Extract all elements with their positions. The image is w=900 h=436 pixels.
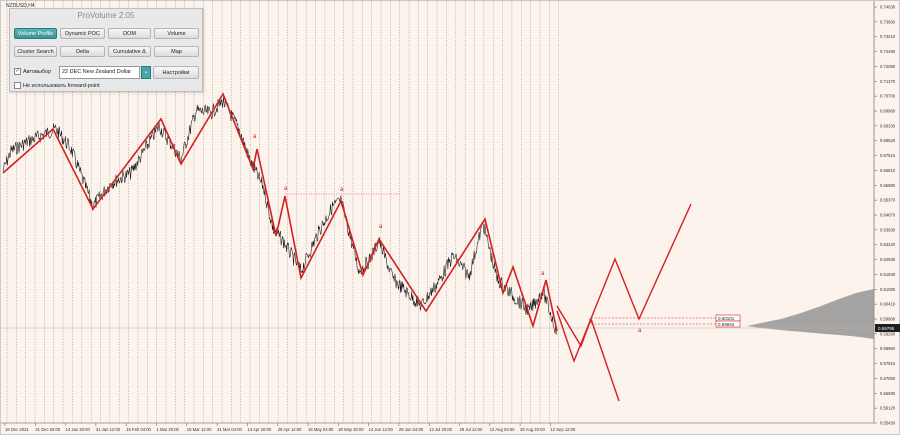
time-tick-label: 14 Jun 12:00 [369,427,394,432]
wave-label: a [379,224,383,230]
cluster-search-button[interactable]: Cluster Search [14,46,57,57]
price-tick-label: 0.58960 [880,346,896,351]
level-box [715,320,741,328]
projection-down [556,305,620,402]
price-tick-label: 0.64670 [880,213,896,218]
price-tick-label: 0.73210 [880,34,896,39]
level-box-label: 0.59934 [718,322,735,327]
time-tick-label: 12 Aug 04:00 [490,427,515,432]
level-box-label: 0.60101 [718,316,735,321]
price-tick-label: 0.59290 [880,331,896,336]
checkbox-icon [14,82,21,89]
volume-button[interactable]: Volume [154,28,199,39]
price-tick-label: 0.56690 [880,391,896,396]
price-tick-label: 0.59900 [880,317,896,322]
projection-up [556,203,692,364]
time-tick-label: 31 Dec 04:00 [35,427,61,432]
current-price-label: 0.59795 [878,326,895,331]
price-tick-label: 0.61830 [880,272,896,277]
settings-button[interactable]: Настройки [153,66,199,79]
time-tick-label: 29 Jun 04:00 [399,427,424,432]
price-tick-label: 0.62930 [880,257,896,262]
chevron-down-icon[interactable]: ⌄ [141,66,151,79]
wave-label: b [589,319,593,325]
wave-label: a [253,134,257,140]
wave-label: a [284,186,288,192]
price-tick-label: 0.63220 [880,242,896,247]
forward-point-label: Не использовать forward-point [23,82,100,89]
symbol-title: NZDUSD,H4 [6,3,35,9]
wave-label: a [340,187,344,193]
time-tick-label: 16 Mar 12:00 [187,427,212,432]
price-tick-label: 0.72490 [880,49,896,54]
auto-select-checkbox[interactable]: ✓ Автовыбор [14,68,51,75]
price-tick-label: 0.55430 [880,421,896,426]
instrument-select[interactable]: 22 DEC New Zealand Dollar [59,66,140,79]
price-tick-label: 0.72080 [880,64,896,69]
time-tick-label: 16 Dec 2021 [5,427,29,432]
price-tick-label: 0.68520 [880,138,896,143]
volume-profile [747,289,874,339]
time-tick-label: 30 May 20:00 [338,427,364,432]
time-tick-label: 13 Jul 20:00 [429,427,452,432]
dynamic-poc-button[interactable]: Dynamic POC [60,28,105,39]
zigzag-waves [2,92,558,332]
price-tick-label: 0.63930 [880,227,896,232]
price-tick-label: 0.65980 [880,183,896,188]
price-tick-label: 0.69960 [880,109,896,114]
time-tick-label: 31 Jan 12:00 [96,427,121,432]
price-tick-label: 0.65370 [880,198,896,203]
provolume-panel[interactable]: ProVolume 2.05 Volume Profile Dynamic PO… [9,8,203,92]
price-tick-label: 0.61080 [880,287,896,292]
delta-button[interactable]: Delta [60,46,105,57]
wave-label: a [638,328,642,334]
panel-title: ProVolume 2.05 [77,11,135,20]
time-tick-label: 31 Mar 04:00 [217,427,242,432]
price-tick-label: 0.73660 [880,19,896,24]
checkmark-icon: ✓ [14,68,21,75]
price-tick-label: 0.66610 [880,168,896,173]
price-tick-label: 0.71370 [880,79,896,84]
time-tick-label: 16 May 04:00 [308,427,334,432]
price-tick-label: 0.60410 [880,302,896,307]
time-tick-label: 14 Jan 20:00 [66,427,91,432]
time-tick-label: 26 Aug 20:00 [520,427,545,432]
time-tick-label: 28 Jul 12:00 [460,427,483,432]
price-tick-label: 0.70700 [880,94,896,99]
price-tick-label: 0.74030 [880,5,896,10]
price-series [2,97,557,335]
price-tick-label: 0.57910 [880,361,896,366]
time-tick-label: 12 Sep 12:00 [550,427,576,432]
cumulative-delta-button[interactable]: Cumulative Δ [108,46,151,57]
dom-button[interactable]: DOM [108,28,151,39]
map-button[interactable]: Map [154,46,199,57]
time-tick-label: 29 Apr 12:00 [278,427,302,432]
current-price-tag [875,324,900,332]
time-tick-label: 14 Apr 20:00 [247,427,271,432]
price-tick-label: 0.67510 [880,153,896,158]
price-tick-label: 0.69330 [880,123,896,128]
time-tick-label: 1 Mar 20:00 [157,427,180,432]
auto-select-label: Автовыбор [23,68,52,75]
price-tick-label: 0.57050 [880,376,896,381]
time-tick-label: 15 Feb 04:00 [126,427,151,432]
wave-label: a [541,271,545,277]
volume-profile-button[interactable]: Volume Profile [14,28,57,39]
forward-point-checkbox[interactable]: Не использовать forward-point [14,82,100,89]
price-tick-label: 0.56120 [880,406,896,411]
